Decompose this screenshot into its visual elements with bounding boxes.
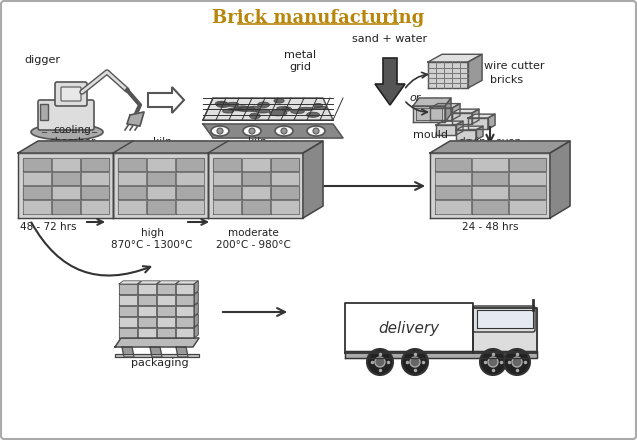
Polygon shape (488, 114, 495, 129)
Polygon shape (472, 172, 508, 185)
Polygon shape (147, 172, 175, 185)
Polygon shape (138, 306, 156, 316)
Polygon shape (375, 58, 405, 105)
Polygon shape (194, 303, 198, 316)
Ellipse shape (314, 103, 322, 107)
Circle shape (313, 128, 319, 134)
Ellipse shape (250, 113, 261, 119)
Text: delivery: delivery (378, 320, 440, 335)
Polygon shape (413, 98, 451, 106)
Ellipse shape (275, 126, 293, 136)
Polygon shape (127, 112, 144, 126)
Polygon shape (213, 186, 241, 199)
Text: metal
grid: metal grid (284, 51, 316, 72)
Ellipse shape (222, 109, 234, 113)
Polygon shape (157, 295, 175, 305)
Polygon shape (22, 172, 50, 185)
Polygon shape (452, 109, 479, 113)
Ellipse shape (255, 109, 270, 113)
Polygon shape (52, 186, 80, 199)
Polygon shape (213, 172, 241, 185)
Polygon shape (241, 186, 269, 199)
Polygon shape (80, 172, 108, 185)
Ellipse shape (248, 106, 260, 112)
Text: kiln: kiln (153, 137, 171, 147)
Ellipse shape (235, 106, 250, 111)
Polygon shape (509, 200, 545, 213)
Polygon shape (119, 281, 141, 284)
Polygon shape (150, 347, 162, 357)
Polygon shape (468, 114, 495, 118)
Polygon shape (119, 284, 137, 294)
Polygon shape (271, 200, 299, 213)
Polygon shape (509, 186, 545, 199)
Polygon shape (176, 284, 194, 294)
Polygon shape (445, 98, 451, 122)
Polygon shape (147, 186, 175, 199)
FancyBboxPatch shape (55, 82, 87, 106)
Polygon shape (241, 200, 269, 213)
Polygon shape (509, 158, 545, 171)
Polygon shape (452, 103, 460, 120)
Polygon shape (430, 141, 570, 153)
Ellipse shape (282, 107, 292, 111)
Circle shape (488, 357, 498, 367)
Text: mould: mould (413, 130, 448, 140)
Text: kiln: kiln (248, 137, 266, 147)
Text: moderate
200°C - 980°C: moderate 200°C - 980°C (215, 228, 290, 249)
Polygon shape (476, 126, 483, 140)
Polygon shape (271, 186, 299, 199)
Polygon shape (194, 325, 198, 338)
Text: Brick manufacturing: Brick manufacturing (212, 9, 424, 27)
Polygon shape (80, 200, 108, 213)
Circle shape (367, 349, 393, 375)
Polygon shape (456, 121, 463, 135)
Ellipse shape (314, 106, 327, 110)
Ellipse shape (217, 103, 230, 107)
Polygon shape (122, 347, 134, 357)
Ellipse shape (215, 101, 227, 106)
Polygon shape (117, 186, 145, 199)
Polygon shape (468, 54, 482, 88)
Circle shape (480, 349, 506, 375)
Polygon shape (22, 200, 50, 213)
Polygon shape (434, 200, 471, 213)
Polygon shape (473, 308, 537, 353)
Polygon shape (157, 306, 175, 316)
Polygon shape (452, 113, 472, 124)
Polygon shape (176, 306, 194, 316)
Text: clay*: clay* (44, 140, 72, 150)
Polygon shape (80, 186, 108, 199)
Polygon shape (176, 295, 194, 305)
Polygon shape (18, 153, 113, 218)
Text: wire cutter: wire cutter (484, 61, 545, 71)
Polygon shape (157, 317, 175, 327)
Polygon shape (176, 200, 203, 213)
Text: roller: roller (254, 140, 282, 150)
Polygon shape (194, 292, 198, 305)
Polygon shape (52, 172, 80, 185)
Polygon shape (176, 317, 194, 327)
Ellipse shape (306, 112, 320, 117)
Polygon shape (303, 141, 323, 218)
Polygon shape (119, 317, 137, 327)
Polygon shape (119, 306, 137, 316)
Text: digger: digger (24, 55, 60, 65)
Ellipse shape (307, 126, 325, 136)
Polygon shape (138, 317, 156, 327)
Text: bricks: bricks (490, 75, 523, 85)
Polygon shape (119, 328, 137, 338)
Polygon shape (119, 295, 137, 305)
Polygon shape (430, 153, 550, 218)
Polygon shape (117, 158, 145, 171)
Circle shape (512, 357, 522, 367)
Polygon shape (157, 284, 175, 294)
Polygon shape (472, 200, 508, 213)
Ellipse shape (298, 107, 315, 111)
Ellipse shape (257, 102, 269, 108)
Polygon shape (416, 108, 442, 120)
Polygon shape (472, 109, 479, 124)
Polygon shape (80, 158, 108, 171)
Polygon shape (213, 200, 241, 213)
